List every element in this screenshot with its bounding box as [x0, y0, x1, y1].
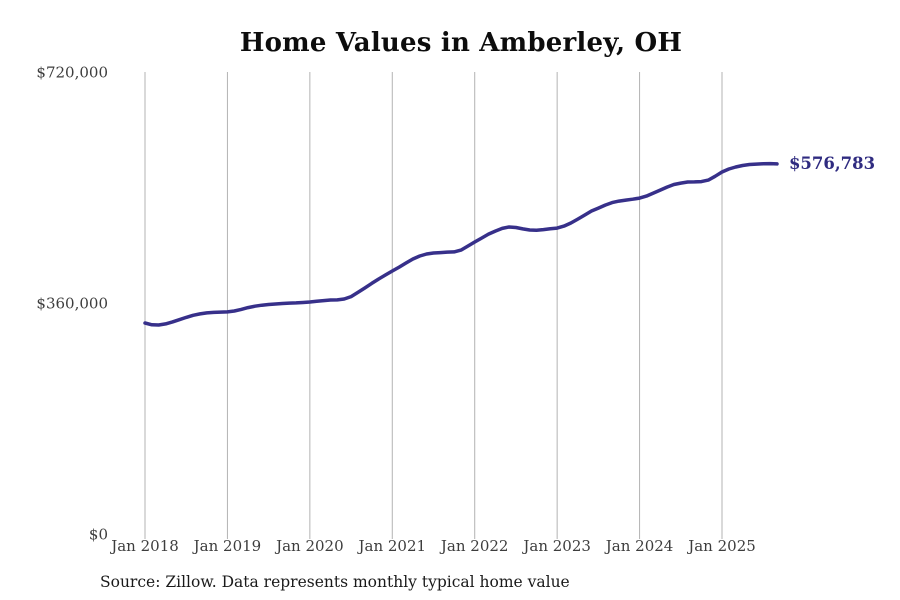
- endpoint-value-label: $576,783: [789, 154, 875, 173]
- x-tick-label: Jan 2025: [686, 537, 756, 555]
- x-tick-label: Jan 2021: [357, 537, 427, 555]
- chart-title: Home Values in Amberley, OH: [239, 28, 683, 58]
- source-note: Source: Zillow. Data represents monthly …: [100, 573, 570, 591]
- x-tick-label: Jan 2022: [439, 537, 509, 555]
- y-tick-label: $0: [89, 525, 108, 543]
- x-tick-label: Jan 2024: [604, 537, 674, 555]
- x-tick-label: Jan 2018: [109, 537, 179, 555]
- x-tick-label: Jan 2019: [192, 537, 262, 555]
- y-tick-label: $360,000: [36, 294, 108, 312]
- home-value-line: [143, 161, 779, 327]
- x-tick-label: Jan 2020: [274, 537, 344, 555]
- y-tick-label: $720,000: [36, 63, 108, 81]
- x-tick-label: Jan 2023: [521, 537, 591, 555]
